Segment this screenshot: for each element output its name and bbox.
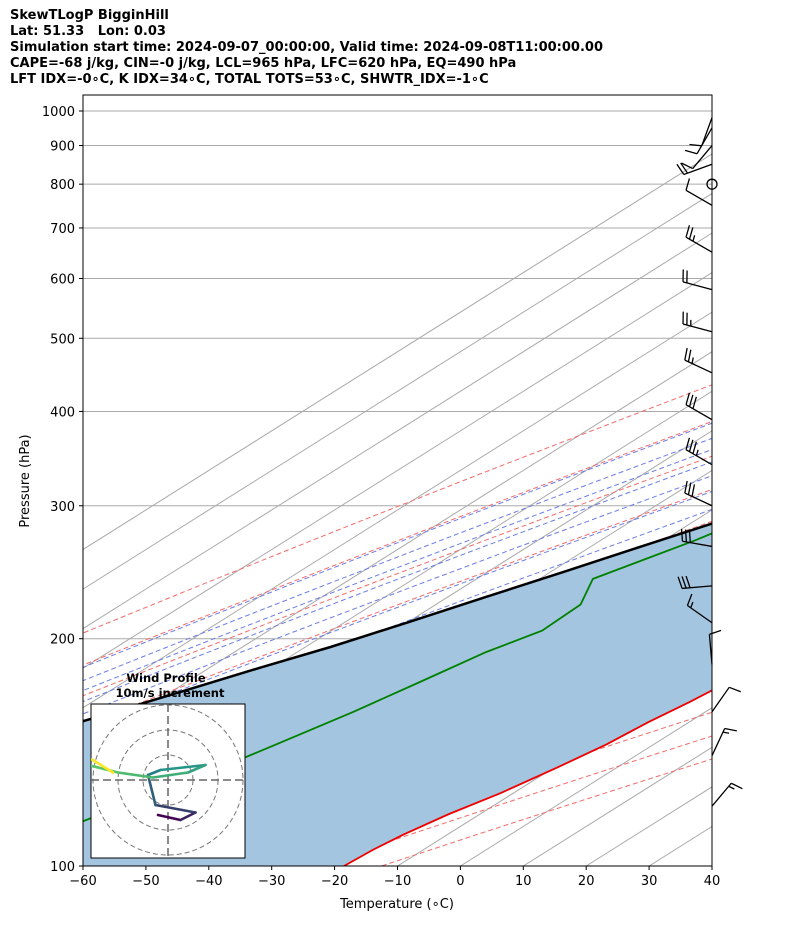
hodograph: Wind Profile 10m/s increment bbox=[6, 671, 246, 859]
dry-adiabat bbox=[83, 455, 712, 697]
dewpoint-profile bbox=[83, 532, 712, 823]
wind-barb bbox=[711, 782, 743, 807]
hodograph-segment bbox=[146, 773, 157, 807]
wind-barb bbox=[686, 593, 713, 624]
hodograph-segment bbox=[6, 743, 31, 748]
isotherm-line bbox=[585, 786, 712, 866]
x-tick-label: 0 bbox=[456, 874, 464, 889]
y-tick-label: 300 bbox=[50, 500, 75, 515]
hodograph-segment bbox=[156, 813, 182, 822]
dry-adiabat bbox=[83, 488, 712, 726]
hodograph-segment bbox=[91, 758, 115, 774]
wind-barb bbox=[682, 269, 713, 291]
moist-adiabat bbox=[83, 437, 712, 682]
isotherm-line bbox=[83, 272, 712, 669]
hodograph-plot bbox=[6, 704, 245, 858]
x-tick-label: −60 bbox=[69, 874, 96, 889]
title-block: SkewTLogP BigginHill Lat: 51.33 Lon: 0.0… bbox=[10, 8, 603, 88]
wind-barb bbox=[684, 347, 713, 374]
isotherm-line bbox=[83, 232, 712, 630]
x-tick-label: −10 bbox=[384, 874, 411, 889]
x-tick-label: 40 bbox=[704, 874, 721, 889]
hodograph-title: Wind Profile bbox=[126, 671, 206, 685]
y-tick-label: 700 bbox=[50, 222, 75, 237]
x-tick-label: −50 bbox=[132, 874, 159, 889]
wind-barb bbox=[677, 575, 713, 590]
x-tick-label: −40 bbox=[195, 874, 222, 889]
y-tick-label: 1000 bbox=[42, 105, 75, 120]
y-tick-label: 800 bbox=[50, 178, 75, 193]
isotherm-line bbox=[648, 825, 712, 866]
hodograph-segment bbox=[31, 748, 69, 761]
moist-adiabat bbox=[83, 461, 712, 703]
isotherm-line bbox=[83, 311, 712, 709]
wind-barb bbox=[685, 178, 713, 206]
wind-barb bbox=[680, 528, 713, 548]
wind-barb bbox=[684, 127, 713, 155]
hodograph-segment bbox=[151, 771, 190, 779]
wind-barb-calm bbox=[706, 178, 718, 190]
title-station: SkewTLogP BigginHill bbox=[10, 8, 169, 23]
x-tick-label: −30 bbox=[258, 874, 285, 889]
hodograph-segment bbox=[179, 811, 197, 822]
hodograph-segment bbox=[186, 763, 207, 774]
title-cape: CAPE=-68 j/kg, CIN=-0 j/kg, LCL=965 hPa,… bbox=[10, 56, 517, 71]
hodograph-segment bbox=[116, 771, 155, 779]
isotherm-line bbox=[83, 192, 712, 590]
title-location: Lat: 51.33 Lon: 0.03 bbox=[10, 24, 166, 39]
x-axis-label: Temperature (∘C) bbox=[339, 897, 454, 912]
y-tick-label: 200 bbox=[50, 633, 75, 648]
isotherm-line bbox=[711, 865, 712, 866]
parcel-profile bbox=[83, 522, 712, 723]
moist-adiabat bbox=[83, 475, 712, 715]
wind-barb bbox=[711, 727, 737, 756]
moist-adiabat bbox=[83, 449, 712, 692]
isotherm-line bbox=[83, 153, 712, 551]
wind-barb bbox=[685, 437, 713, 466]
hodograph-segment bbox=[146, 768, 162, 777]
wind-barb bbox=[676, 162, 713, 176]
wind-barb bbox=[685, 225, 713, 253]
moist-adiabat bbox=[83, 490, 712, 729]
y-tick-label: 900 bbox=[50, 140, 75, 155]
x-axis: −60 −50 −40 −30 −20 −10 0 10 20 30 40 bbox=[69, 866, 720, 889]
x-tick-label: 20 bbox=[578, 874, 595, 889]
title-times: Simulation start time: 2024-09-07_00:00:… bbox=[10, 40, 603, 55]
wind-barb bbox=[681, 145, 713, 170]
wind-barb bbox=[689, 117, 713, 147]
y-tick-label: 400 bbox=[50, 405, 75, 420]
wind-barb bbox=[711, 686, 741, 713]
title-indices: LFT IDX=-0∘C, K IDX=34∘C, TOTAL TOTS=53∘… bbox=[10, 72, 489, 87]
hodograph-segment bbox=[154, 803, 197, 814]
wind-barb bbox=[708, 629, 722, 665]
hodograph-segment bbox=[6, 743, 44, 746]
hodograph-segment bbox=[159, 763, 207, 772]
x-tick-label: 10 bbox=[515, 874, 532, 889]
moist-adiabat bbox=[83, 422, 712, 668]
y-axis-label: Pressure (hPa) bbox=[18, 434, 33, 527]
temperature-profile bbox=[343, 689, 712, 866]
wind-barb bbox=[682, 311, 713, 333]
y-tick-label: 500 bbox=[50, 332, 75, 347]
y-axis: 100 200 300 400 500 600 700 800 900 1000 bbox=[42, 105, 83, 875]
wind-barb bbox=[685, 392, 713, 421]
y-tick-label: 600 bbox=[50, 272, 75, 287]
wind-barb bbox=[684, 480, 713, 507]
x-tick-label: −20 bbox=[321, 874, 348, 889]
hodograph-subtitle: 10m/s increment bbox=[116, 686, 225, 700]
x-tick-label: 30 bbox=[641, 874, 658, 889]
profile-lines bbox=[83, 522, 712, 866]
wind-barbs bbox=[676, 117, 743, 807]
y-tick-label: 100 bbox=[50, 860, 75, 875]
isotherm-line bbox=[460, 707, 712, 866]
